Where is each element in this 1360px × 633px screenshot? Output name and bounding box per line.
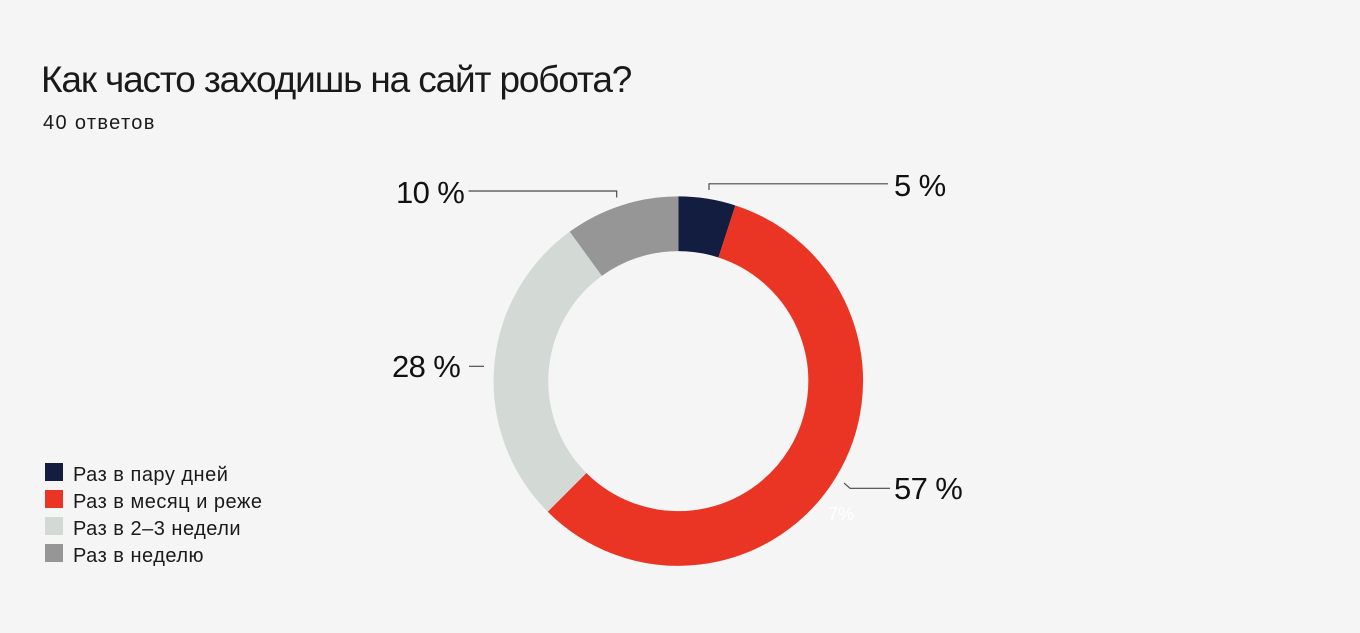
svg-text:7%: 7% bbox=[828, 504, 854, 524]
